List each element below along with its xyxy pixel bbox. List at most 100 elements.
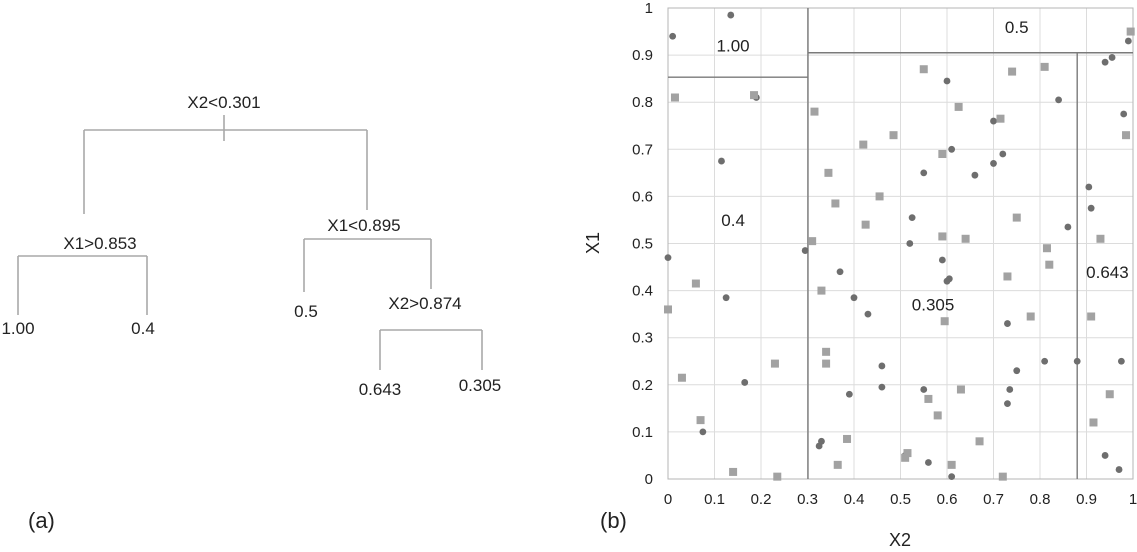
scatter-point-square xyxy=(954,102,963,111)
y-tick-label: 0 xyxy=(645,471,653,488)
scatter-point-square xyxy=(1040,62,1049,71)
panel-label-b: (b) xyxy=(600,508,627,533)
tree-node-right: X1<0.895 xyxy=(327,216,400,235)
scatter-point-square xyxy=(1012,213,1021,222)
scatter-point-square xyxy=(1122,131,1131,140)
scatter-point-square xyxy=(1087,312,1096,321)
scatter-point-square xyxy=(998,472,1007,481)
tree-node-rightright: X2>0.874 xyxy=(388,294,461,313)
scatter-point-square xyxy=(875,192,884,201)
scatter-point-circle xyxy=(948,145,956,153)
region-label: 1.00 xyxy=(717,37,750,56)
y-tick-label: 0.4 xyxy=(632,283,653,300)
x-tick-label: 0.9 xyxy=(1076,491,1097,508)
scatter-point-square xyxy=(843,434,852,443)
x-tick-label: 0.4 xyxy=(844,491,865,508)
scatter-point-square xyxy=(1026,312,1035,321)
y-tick-label: 0.7 xyxy=(632,141,653,158)
scatter-point-circle xyxy=(943,77,951,85)
region-label: 0.5 xyxy=(1005,18,1029,37)
region-labels: 1.00 0.5 0.4 0.305 0.643 xyxy=(717,18,1129,315)
y-tick-label: 0.8 xyxy=(632,94,653,111)
y-tick-label: 1 xyxy=(645,0,653,17)
region-label: 0.643 xyxy=(1086,263,1129,282)
x-tick-label: 1 xyxy=(1129,491,1137,508)
scatter-point-circle xyxy=(699,428,707,436)
scatter-point-square xyxy=(961,234,970,243)
region-label: 0.4 xyxy=(721,211,745,230)
scatter-point-square xyxy=(889,131,898,140)
axis-ticks: 0 0.1 0.2 0.3 0.4 0.5 0.6 0.7 0.8 0.9 1 0 0.1 0.2 0.30… xyxy=(632,0,1137,508)
scatter-point-square xyxy=(975,437,984,446)
x-tick-label: 0.1 xyxy=(704,491,725,508)
scatter-point-circle xyxy=(1101,58,1109,66)
scatter-point-circle xyxy=(920,169,928,177)
x-axis-title: X2 xyxy=(889,530,911,550)
scatter-point-circle xyxy=(906,240,914,247)
tree-leaf-rr-right: 0.305 xyxy=(459,376,502,395)
tree-leaf-left-left: 1.00 xyxy=(1,319,34,338)
scatter-point-square xyxy=(822,359,831,368)
scatter-point-square xyxy=(750,91,759,100)
scatter-point-circle xyxy=(999,150,1007,158)
x-tick-label: 0 xyxy=(664,491,672,508)
scatter-point-square xyxy=(831,199,840,208)
plot-frame xyxy=(667,7,1134,480)
tree-leaf-right-left: 0.5 xyxy=(294,302,318,321)
scatter-point-square xyxy=(947,460,956,469)
y-tick-label: 0.3 xyxy=(632,330,653,347)
x-tick-label: 0.5 xyxy=(890,491,911,508)
scatter-point-circle xyxy=(1117,357,1125,365)
region-label: 0.305 xyxy=(912,296,955,315)
scatter-point-square xyxy=(996,114,1005,123)
scatter-point-square xyxy=(810,107,819,116)
scatter-point-square xyxy=(1003,272,1012,281)
scatter-point-circle xyxy=(1115,466,1123,473)
split-lines xyxy=(668,8,1133,479)
scatter-point-circle xyxy=(908,214,916,221)
tree-node-root: X2<0.301 xyxy=(187,93,260,112)
scatter-point-circle xyxy=(836,268,844,276)
x-tick-label: 0.6 xyxy=(937,491,958,508)
partition-scatter-plot: 0 0.1 0.2 0.3 0.4 0.5 0.6 0.7 0.8 0.9 1 0 0.1 0.2 0.30… xyxy=(583,0,1137,550)
y-tick-label: 0.2 xyxy=(632,377,653,394)
scatter-point-circle xyxy=(990,117,997,125)
scatter-point-square xyxy=(903,449,912,458)
scatter-point-square xyxy=(1089,418,1098,427)
y-axis-title: X1 xyxy=(583,232,603,254)
decision-tree: X2<0.301 X1>0.853 1.00 0.4 X1<0.895 0.5 … xyxy=(1,93,501,533)
scatter-point-square xyxy=(670,93,679,102)
y-tick-label: 0.1 xyxy=(632,424,653,441)
scatter-point-square xyxy=(677,373,686,382)
scatter-point-circle xyxy=(718,157,725,165)
scatter-point-circle xyxy=(990,160,997,167)
scatter-point-square xyxy=(901,453,910,462)
scatter-point-circle xyxy=(1006,386,1014,393)
scatter-point-square xyxy=(1126,27,1135,36)
scatter-point-circle xyxy=(1041,357,1049,365)
scatter-point-square xyxy=(938,232,947,241)
scatter-point-square xyxy=(940,317,949,326)
plot-grid xyxy=(667,7,1134,480)
scatter-point-circle xyxy=(1087,204,1095,212)
scatter-point-circle xyxy=(878,362,886,370)
scatter-point-square xyxy=(861,220,870,229)
scatter-point-square xyxy=(933,411,942,420)
panel-label-a: (a) xyxy=(28,508,55,533)
scatter-point-square xyxy=(773,472,782,481)
data-points xyxy=(664,11,1135,481)
scatter-point-square xyxy=(729,467,738,476)
scatter-point-circle xyxy=(1085,183,1093,191)
scatter-point-circle xyxy=(1073,357,1081,365)
scatter-point-square xyxy=(691,279,700,288)
scatter-point-square xyxy=(924,394,933,403)
x-tick-label: 0.8 xyxy=(1030,491,1051,508)
tree-node-left: X1>0.853 xyxy=(63,234,136,253)
scatter-point-circle xyxy=(920,386,928,393)
x-tick-label: 0.7 xyxy=(983,491,1004,508)
scatter-point-circle xyxy=(1064,223,1072,231)
x-tick-label: 0.2 xyxy=(751,491,772,508)
scatter-point-circle xyxy=(845,390,853,398)
scatter-point-circle xyxy=(1108,54,1116,61)
